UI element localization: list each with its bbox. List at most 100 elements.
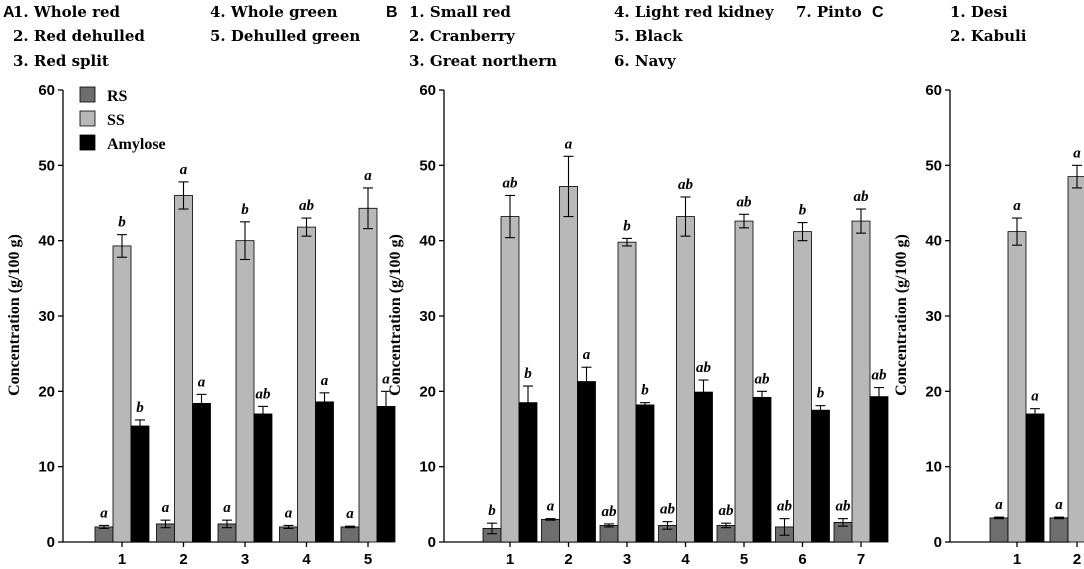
panel-c-y-tick-label: 20 (925, 383, 942, 400)
panel-b-bar-rs (599, 525, 619, 543)
panel-c-x-tick-label: 1 (1013, 551, 1021, 568)
panel-a-y-tick-label: 60 (38, 82, 55, 99)
panel-b-bar-amylose (694, 391, 713, 543)
panel-c-bar-rs (989, 517, 1009, 543)
panel-c-letter: C (872, 4, 884, 21)
legend-label-rs: RS (107, 88, 128, 105)
panel-a-significance-label: a (321, 373, 329, 389)
panel-b-x-tick-label: 1 (506, 551, 514, 568)
panel-a-y-tick-label: 50 (38, 157, 55, 174)
panel-b-y-tick-label: 50 (419, 157, 436, 174)
panel-b-significance-label: ab (755, 371, 771, 387)
legend-label-ss: SS (107, 112, 125, 129)
panel-a-y-tick-label: 30 (38, 308, 55, 325)
panel-a-significance-label: a (162, 500, 170, 516)
panel-a-bar-amylose (130, 425, 150, 543)
panel-a-bar-rs (94, 526, 114, 543)
panel-b-x-tick-label: 7 (857, 551, 865, 568)
panel-b-bar-amylose (518, 402, 538, 543)
panel-b-significance-label: ab (660, 502, 676, 518)
panel-a-bar-ss (112, 245, 132, 543)
panel-c-y-tick-label: 0 (934, 534, 942, 551)
panel-b-significance-label: a (565, 136, 573, 152)
panel-c-plot: 01020304050601aaa2aaa (925, 82, 1084, 568)
panel-b-bar-rs (541, 519, 560, 543)
panel-a-significance-label: b (241, 202, 249, 218)
panel-c-significance-label: a (1013, 198, 1021, 214)
panel-b-category-legend-item: 2. Cranberry (409, 27, 516, 45)
panel-b-y-axis-label: Concentration (g/100 g) (387, 234, 404, 396)
panel-a-y-tick-label: 0 (47, 534, 55, 551)
panel-b-significance-label: ab (719, 503, 735, 519)
panel-a-significance-label: a (100, 505, 108, 521)
panel-b-significance-label: ab (678, 177, 694, 193)
panel-b-bar-amylose (577, 381, 596, 543)
legend-label-amylose: Amylose (107, 136, 166, 153)
panel-b-y-tick-label: 0 (428, 534, 436, 551)
panel-a-y-axis-label: Concentration (g/100 g) (6, 234, 23, 396)
panel-b-category-legend-item: 5. Black (614, 27, 683, 45)
panel-a-bar-rs (279, 526, 298, 543)
panel-b-significance-label: ab (503, 175, 519, 191)
panel-c-category-legend-item: 1. Desi (950, 3, 1008, 21)
panel-a-bar-amylose (192, 402, 211, 543)
panel-a-significance-label: b (118, 215, 126, 231)
panel-a-category-legend-item: 2. Red dehulled (13, 27, 145, 45)
legend-swatch-ss (79, 110, 96, 127)
panel-b-significance-label: ab (854, 189, 870, 205)
panel-b-plot: 0 10 20 30 40 50 60 1 b ab b 2 a a a 3 ab b b 4 ab ab ab 5 ab ab a… (419, 82, 889, 568)
panel-b-significance-label: b (817, 386, 825, 402)
panel-b-significance-label: b (488, 503, 496, 519)
panel-b-bar-amylose (752, 396, 772, 543)
panel-a-letter: A (3, 4, 15, 21)
panel-a-category-legend-item: 3. Red split (13, 52, 109, 70)
panel-b-significance-label: a (583, 347, 591, 363)
panel-c-y-axis-label: Concentration (g/100 g) (893, 234, 910, 396)
legend-swatch-amylose (79, 134, 96, 151)
panel-c-y-tick-label: 50 (925, 157, 942, 174)
panel-b-bar-amylose (635, 404, 655, 543)
panel-b-bar-ss (559, 186, 578, 543)
panel-a-significance-label: ab (256, 386, 272, 402)
panel-c-bar-ss (1007, 231, 1027, 543)
panel-b-x-tick-label: 6 (798, 551, 806, 568)
panel-b-y-tick-label: 30 (419, 308, 436, 325)
panel-b-significance-label: ab (602, 504, 618, 520)
panel-b-bar-ss (793, 231, 812, 543)
panel-b-category-legend-item: 6. Navy (614, 52, 677, 70)
panel-b-y-tick-label: 10 (419, 459, 436, 476)
panel-a-x-tick-label: 5 (364, 551, 372, 568)
panel-c-y-tick-label: 60 (925, 82, 942, 99)
panel-b-category-legend-item: 1. Small red (409, 3, 511, 21)
panel-a-bar-amylose (253, 413, 273, 543)
panel-b-category-legend-item: 3. Great northern (409, 52, 557, 70)
panel-a-significance-label: b (136, 400, 144, 416)
panel-b-letter: B (386, 4, 398, 21)
panel-a-x-tick-label: 1 (118, 551, 126, 568)
panel-b-bar-amylose (869, 396, 889, 543)
panel-a-bar-ss (174, 195, 193, 543)
panel-a-bar-ss (235, 240, 255, 543)
panel-a-significance-label: a (223, 500, 231, 516)
panel-c-significance-label: a (1031, 389, 1039, 405)
panel-a-significance-label: a (198, 374, 206, 390)
panel-c-y-tick-label: 10 (925, 459, 942, 476)
panel-a-bar-rs (340, 526, 360, 543)
panel-b-bar-ss (676, 216, 695, 543)
panel-b-significance-label: ab (696, 360, 712, 376)
panel-c-y-tick-label: 30 (925, 308, 942, 325)
panel-c-significance-label: a (1073, 145, 1081, 161)
panel-b-y-tick-label: 20 (419, 383, 436, 400)
panel-c-x-tick-label: 2 (1073, 551, 1081, 568)
panel-b-significance-label: ab (836, 499, 852, 515)
panel-a-y-tick-label: 10 (38, 459, 55, 476)
panel-b-x-tick-label: 2 (564, 551, 572, 568)
panel-b-significance-label: b (623, 218, 631, 234)
panel-b-y-tick-label: 40 (419, 233, 436, 250)
panel-a-significance-label: ab (299, 198, 315, 214)
panel-b-bar-ss (500, 216, 520, 543)
panel-a-bar-ss (297, 226, 316, 543)
panel-b-significance-label: ab (777, 499, 793, 515)
